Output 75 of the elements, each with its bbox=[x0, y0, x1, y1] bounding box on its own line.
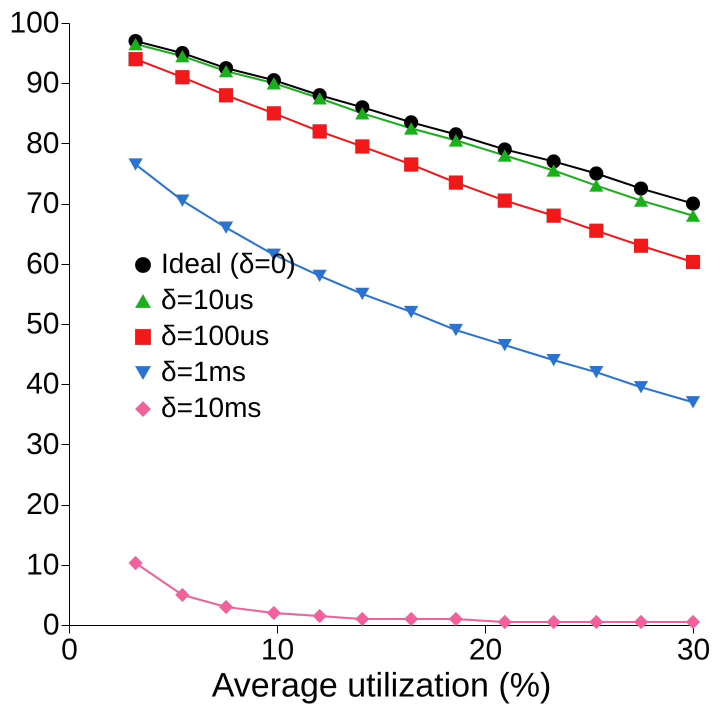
y-tick-label: 60 bbox=[26, 247, 60, 280]
point bbox=[546, 614, 561, 630]
y-tick-label: 90 bbox=[26, 66, 60, 100]
x-tick-label: 20 bbox=[468, 634, 502, 666]
x-axis-title: Average utilization (%) bbox=[212, 666, 552, 704]
point bbox=[355, 288, 370, 300]
point bbox=[312, 124, 327, 138]
point bbox=[498, 614, 512, 630]
point bbox=[589, 224, 604, 238]
y-tick-label: 70 bbox=[26, 187, 60, 220]
legend-label: δ=100us bbox=[161, 320, 270, 351]
point bbox=[546, 154, 561, 169]
point bbox=[634, 381, 648, 394]
point bbox=[128, 556, 143, 570]
point bbox=[175, 194, 190, 207]
point bbox=[498, 149, 512, 162]
point bbox=[266, 77, 281, 90]
point bbox=[589, 166, 604, 181]
point bbox=[546, 354, 561, 366]
y-tick-label: 10 bbox=[26, 548, 60, 582]
point bbox=[634, 614, 648, 630]
point bbox=[312, 270, 327, 282]
point bbox=[634, 238, 648, 253]
x-tick-label: 10 bbox=[260, 634, 294, 666]
point bbox=[686, 210, 700, 222]
point bbox=[312, 92, 327, 104]
point bbox=[404, 122, 418, 134]
point bbox=[355, 612, 370, 626]
legend-label: δ=10ms bbox=[161, 392, 262, 423]
point bbox=[448, 175, 463, 190]
point bbox=[355, 107, 370, 120]
point bbox=[686, 396, 700, 408]
y-tick-label: 80 bbox=[26, 126, 60, 160]
point bbox=[634, 194, 648, 207]
y-tick-label: 30 bbox=[26, 428, 60, 461]
point bbox=[218, 600, 234, 614]
point bbox=[448, 612, 463, 626]
point bbox=[498, 194, 512, 208]
point bbox=[686, 196, 700, 211]
y-tick-label: 40 bbox=[26, 368, 60, 401]
point bbox=[546, 208, 561, 223]
point bbox=[218, 222, 234, 234]
point bbox=[589, 614, 604, 630]
legend-label: δ=10us bbox=[161, 284, 254, 315]
point bbox=[128, 158, 143, 171]
point bbox=[218, 88, 234, 102]
point bbox=[266, 106, 281, 120]
x-tick-label: 30 bbox=[676, 634, 710, 666]
y-tick-label: 0 bbox=[42, 608, 60, 642]
point bbox=[448, 324, 463, 336]
point bbox=[589, 179, 604, 192]
point bbox=[498, 338, 512, 352]
point bbox=[312, 608, 327, 624]
point bbox=[686, 614, 700, 630]
y-tick-label: 50 bbox=[26, 308, 60, 340]
point bbox=[175, 70, 190, 84]
point bbox=[634, 181, 648, 196]
point bbox=[404, 157, 418, 172]
point bbox=[404, 306, 418, 318]
legend-label: Ideal (δ=0) bbox=[161, 248, 296, 279]
point bbox=[448, 134, 463, 147]
point bbox=[546, 164, 561, 177]
point bbox=[175, 50, 190, 62]
y-tick-label: 100 bbox=[9, 6, 60, 40]
point bbox=[218, 65, 234, 78]
point bbox=[404, 612, 418, 626]
point bbox=[686, 254, 700, 270]
legend-label: δ=1ms bbox=[161, 356, 246, 387]
point bbox=[589, 366, 604, 378]
point bbox=[128, 38, 143, 50]
point bbox=[128, 52, 143, 66]
point bbox=[175, 588, 190, 602]
point bbox=[266, 606, 281, 620]
y-tick-label: 20 bbox=[26, 488, 60, 522]
point bbox=[355, 139, 370, 154]
